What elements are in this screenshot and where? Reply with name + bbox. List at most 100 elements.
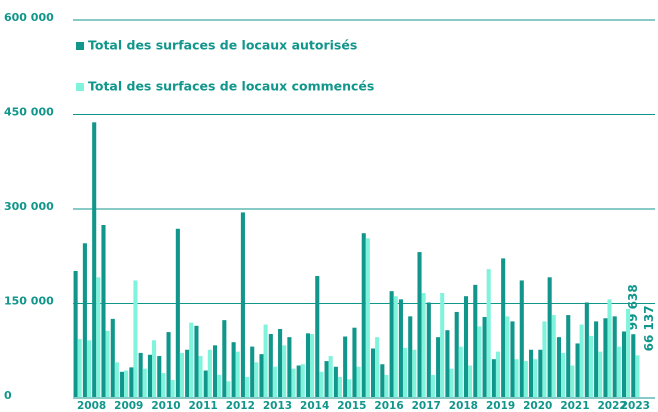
bar	[454, 311, 459, 397]
bar	[389, 291, 394, 397]
x-tick-label: 2021	[560, 400, 589, 412]
bar	[510, 321, 515, 397]
bar	[371, 348, 376, 397]
bar	[166, 332, 171, 397]
bar	[291, 368, 296, 397]
bar	[138, 352, 143, 397]
bar	[254, 362, 259, 397]
bar	[152, 340, 157, 397]
x-tick-label: 2009	[114, 400, 143, 412]
bar	[347, 379, 352, 397]
bar	[207, 349, 212, 397]
bar	[616, 346, 621, 397]
bar	[343, 336, 348, 397]
bar	[110, 318, 115, 397]
bar	[412, 349, 417, 397]
bar	[408, 316, 413, 397]
bar	[482, 316, 487, 397]
bar	[365, 238, 370, 397]
bar	[114, 362, 119, 397]
bar	[203, 370, 208, 397]
bar	[393, 296, 398, 397]
bar	[328, 356, 333, 397]
bar	[551, 315, 556, 397]
bar	[287, 337, 292, 397]
bar	[194, 325, 199, 397]
bar	[259, 354, 264, 397]
bar	[96, 277, 101, 397]
bar	[361, 233, 366, 397]
bar	[268, 334, 273, 397]
bar	[231, 342, 236, 397]
bar	[626, 308, 631, 397]
x-tick-label: 2011	[189, 400, 218, 412]
bar	[384, 374, 389, 397]
bar	[445, 330, 450, 397]
data-label: 66 137	[642, 305, 656, 351]
bar	[147, 354, 153, 397]
bar	[556, 337, 561, 397]
bar	[120, 371, 125, 397]
bar	[533, 359, 538, 397]
bar	[310, 334, 315, 397]
bar	[398, 299, 403, 397]
bar	[337, 376, 342, 397]
bar	[189, 322, 194, 397]
bar	[621, 331, 627, 397]
bar	[607, 299, 612, 397]
bar	[198, 356, 203, 397]
bar	[430, 374, 435, 397]
bar	[157, 356, 162, 397]
x-tick-label: 2020	[523, 400, 552, 412]
bar	[86, 340, 92, 397]
bar	[547, 277, 552, 397]
bar	[440, 293, 445, 397]
bar	[217, 374, 222, 397]
bar	[468, 365, 473, 397]
bar	[523, 361, 528, 397]
bar	[333, 366, 338, 397]
bar	[491, 359, 496, 397]
bar	[263, 324, 268, 397]
y-tick-label: 600 000	[4, 11, 54, 24]
legend-swatch	[76, 83, 84, 91]
bar	[566, 315, 571, 397]
bar	[222, 320, 227, 397]
bar	[514, 359, 519, 397]
bar	[598, 351, 603, 397]
bar	[417, 252, 422, 397]
bar	[505, 316, 510, 397]
bar	[584, 302, 589, 397]
bar	[142, 368, 147, 397]
bar	[161, 373, 166, 397]
y-tick-label: 150 000	[4, 295, 54, 308]
y-tick-label: 0	[4, 389, 12, 402]
x-tick-label: 2017	[412, 400, 441, 412]
bar	[133, 280, 138, 397]
bar	[380, 364, 385, 397]
x-tick-label: 2015	[337, 400, 366, 412]
bar	[105, 330, 110, 397]
bar	[542, 321, 547, 397]
bar	[212, 345, 218, 397]
bar	[170, 379, 175, 397]
bar	[529, 349, 534, 397]
bar	[129, 367, 134, 397]
legend-label: Total des surfaces de locaux commencés	[88, 79, 374, 94]
bar	[296, 365, 301, 397]
bar	[375, 337, 380, 397]
bar	[250, 346, 255, 397]
bar	[73, 271, 78, 397]
bar	[575, 343, 580, 397]
bar	[319, 371, 324, 397]
bar	[477, 326, 482, 397]
x-tick-label: 2019	[486, 400, 515, 412]
bar	[612, 316, 617, 397]
bar	[463, 296, 469, 397]
bar	[82, 243, 87, 397]
bar	[473, 284, 478, 397]
bar	[124, 370, 129, 397]
bar	[426, 302, 431, 397]
legend-label: Total des surfaces de locaux autorisés	[88, 38, 357, 53]
